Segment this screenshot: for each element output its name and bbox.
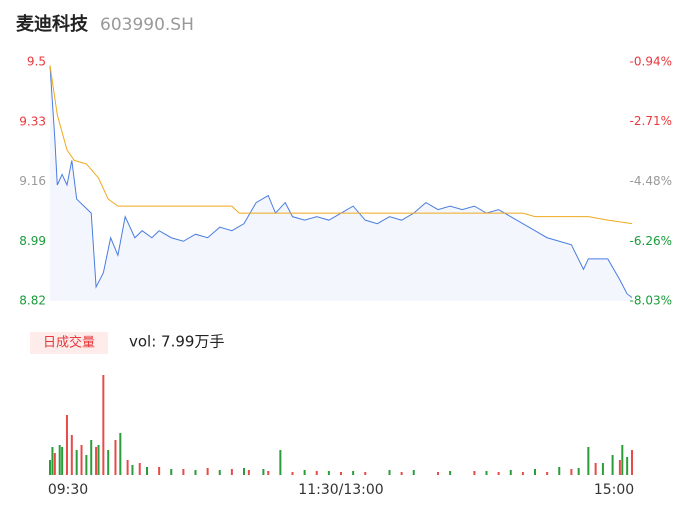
volume-bar <box>437 472 439 475</box>
volume-bar <box>85 455 88 475</box>
volume-bar <box>58 445 61 475</box>
volume-bar <box>230 469 233 475</box>
volume-bar <box>534 469 536 475</box>
x-tick-label: 09:30 <box>48 482 88 498</box>
volume-bar <box>546 472 549 475</box>
volume-bar <box>364 472 367 475</box>
y2-tick-label: -6.26% <box>630 234 672 248</box>
y2-tick-label: -4.48% <box>630 174 672 188</box>
price-line <box>49 65 633 298</box>
volume-bar <box>243 468 245 475</box>
volume-bar <box>267 471 270 475</box>
volume-bar <box>291 472 294 475</box>
volume-bar <box>626 457 629 475</box>
volume-bar <box>51 447 54 475</box>
volume-bar <box>158 467 161 475</box>
volume-bar <box>119 433 122 475</box>
volume-bar <box>631 450 633 475</box>
volume-bar <box>262 469 265 475</box>
volume-bar <box>601 463 604 475</box>
volume-bar <box>279 450 282 475</box>
volume-bar <box>594 463 597 475</box>
volume-bar <box>473 471 476 475</box>
volume-bar <box>247 470 250 475</box>
volume-bar <box>138 463 141 475</box>
volume-badge <box>30 332 108 354</box>
volume-bar <box>352 471 355 475</box>
volume-bar <box>412 470 415 475</box>
volume-bar <box>95 447 98 475</box>
volume-bar <box>303 470 306 475</box>
volume-bar <box>558 467 561 475</box>
volume-bar <box>327 471 330 475</box>
y-tick-label: 9.16 <box>19 174 46 188</box>
volume-bar <box>131 465 134 475</box>
y-tick-label: 8.82 <box>19 294 46 308</box>
average-line <box>49 65 633 225</box>
stock-code: 603990.SH <box>100 15 194 35</box>
volume-bar <box>182 469 185 475</box>
y2-tick-label: -0.94% <box>630 55 672 69</box>
volume-bar <box>61 447 64 475</box>
y2-tick-label: -2.71% <box>630 114 672 128</box>
x-tick-label: 15:00 <box>594 482 634 498</box>
volume-bar <box>126 460 129 475</box>
volume-bar <box>340 472 342 475</box>
y-tick-label: 9.33 <box>19 114 46 128</box>
volume-bar <box>218 470 221 475</box>
volume-bar <box>107 450 110 475</box>
volume-bar <box>497 472 500 475</box>
volume-bar <box>621 445 624 475</box>
stock-name: 麦迪科技 <box>16 13 89 35</box>
volume-bar <box>194 470 197 475</box>
volume-bar <box>485 471 488 475</box>
y-tick-label: 8.99 <box>19 234 46 248</box>
volume-bar <box>53 453 56 475</box>
y-tick-label: 9.5 <box>27 55 46 69</box>
volume-bar <box>170 469 173 475</box>
volume-bar <box>90 440 93 475</box>
price-area <box>50 65 632 301</box>
volume-bar <box>509 470 512 475</box>
volume-bar <box>587 447 590 475</box>
volume-bar <box>449 471 452 475</box>
volume-bar <box>65 415 68 475</box>
volume-bar <box>388 470 391 475</box>
volume-bar <box>114 440 117 475</box>
volume-bar <box>146 467 148 475</box>
volume-bar <box>206 468 209 475</box>
volume-bar <box>611 455 614 475</box>
volume-bar <box>97 445 100 475</box>
volume-bar <box>400 472 403 475</box>
volume-bar <box>521 472 524 475</box>
y2-tick-label: -8.03% <box>630 294 672 308</box>
volume-bar <box>49 460 51 475</box>
volume-bar <box>102 375 105 475</box>
volume-bar <box>618 460 621 475</box>
volume-bar <box>80 445 83 475</box>
volume-bar <box>75 450 78 475</box>
volume-title: 日成交量 <box>43 335 95 351</box>
volume-bar <box>570 469 573 475</box>
volume-total: vol: 7.99万手 <box>129 333 224 351</box>
volume-bar <box>70 435 73 475</box>
volume-bar <box>577 468 580 475</box>
volume-bar <box>315 471 318 475</box>
x-tick-label: 11:30/13:00 <box>298 482 383 498</box>
